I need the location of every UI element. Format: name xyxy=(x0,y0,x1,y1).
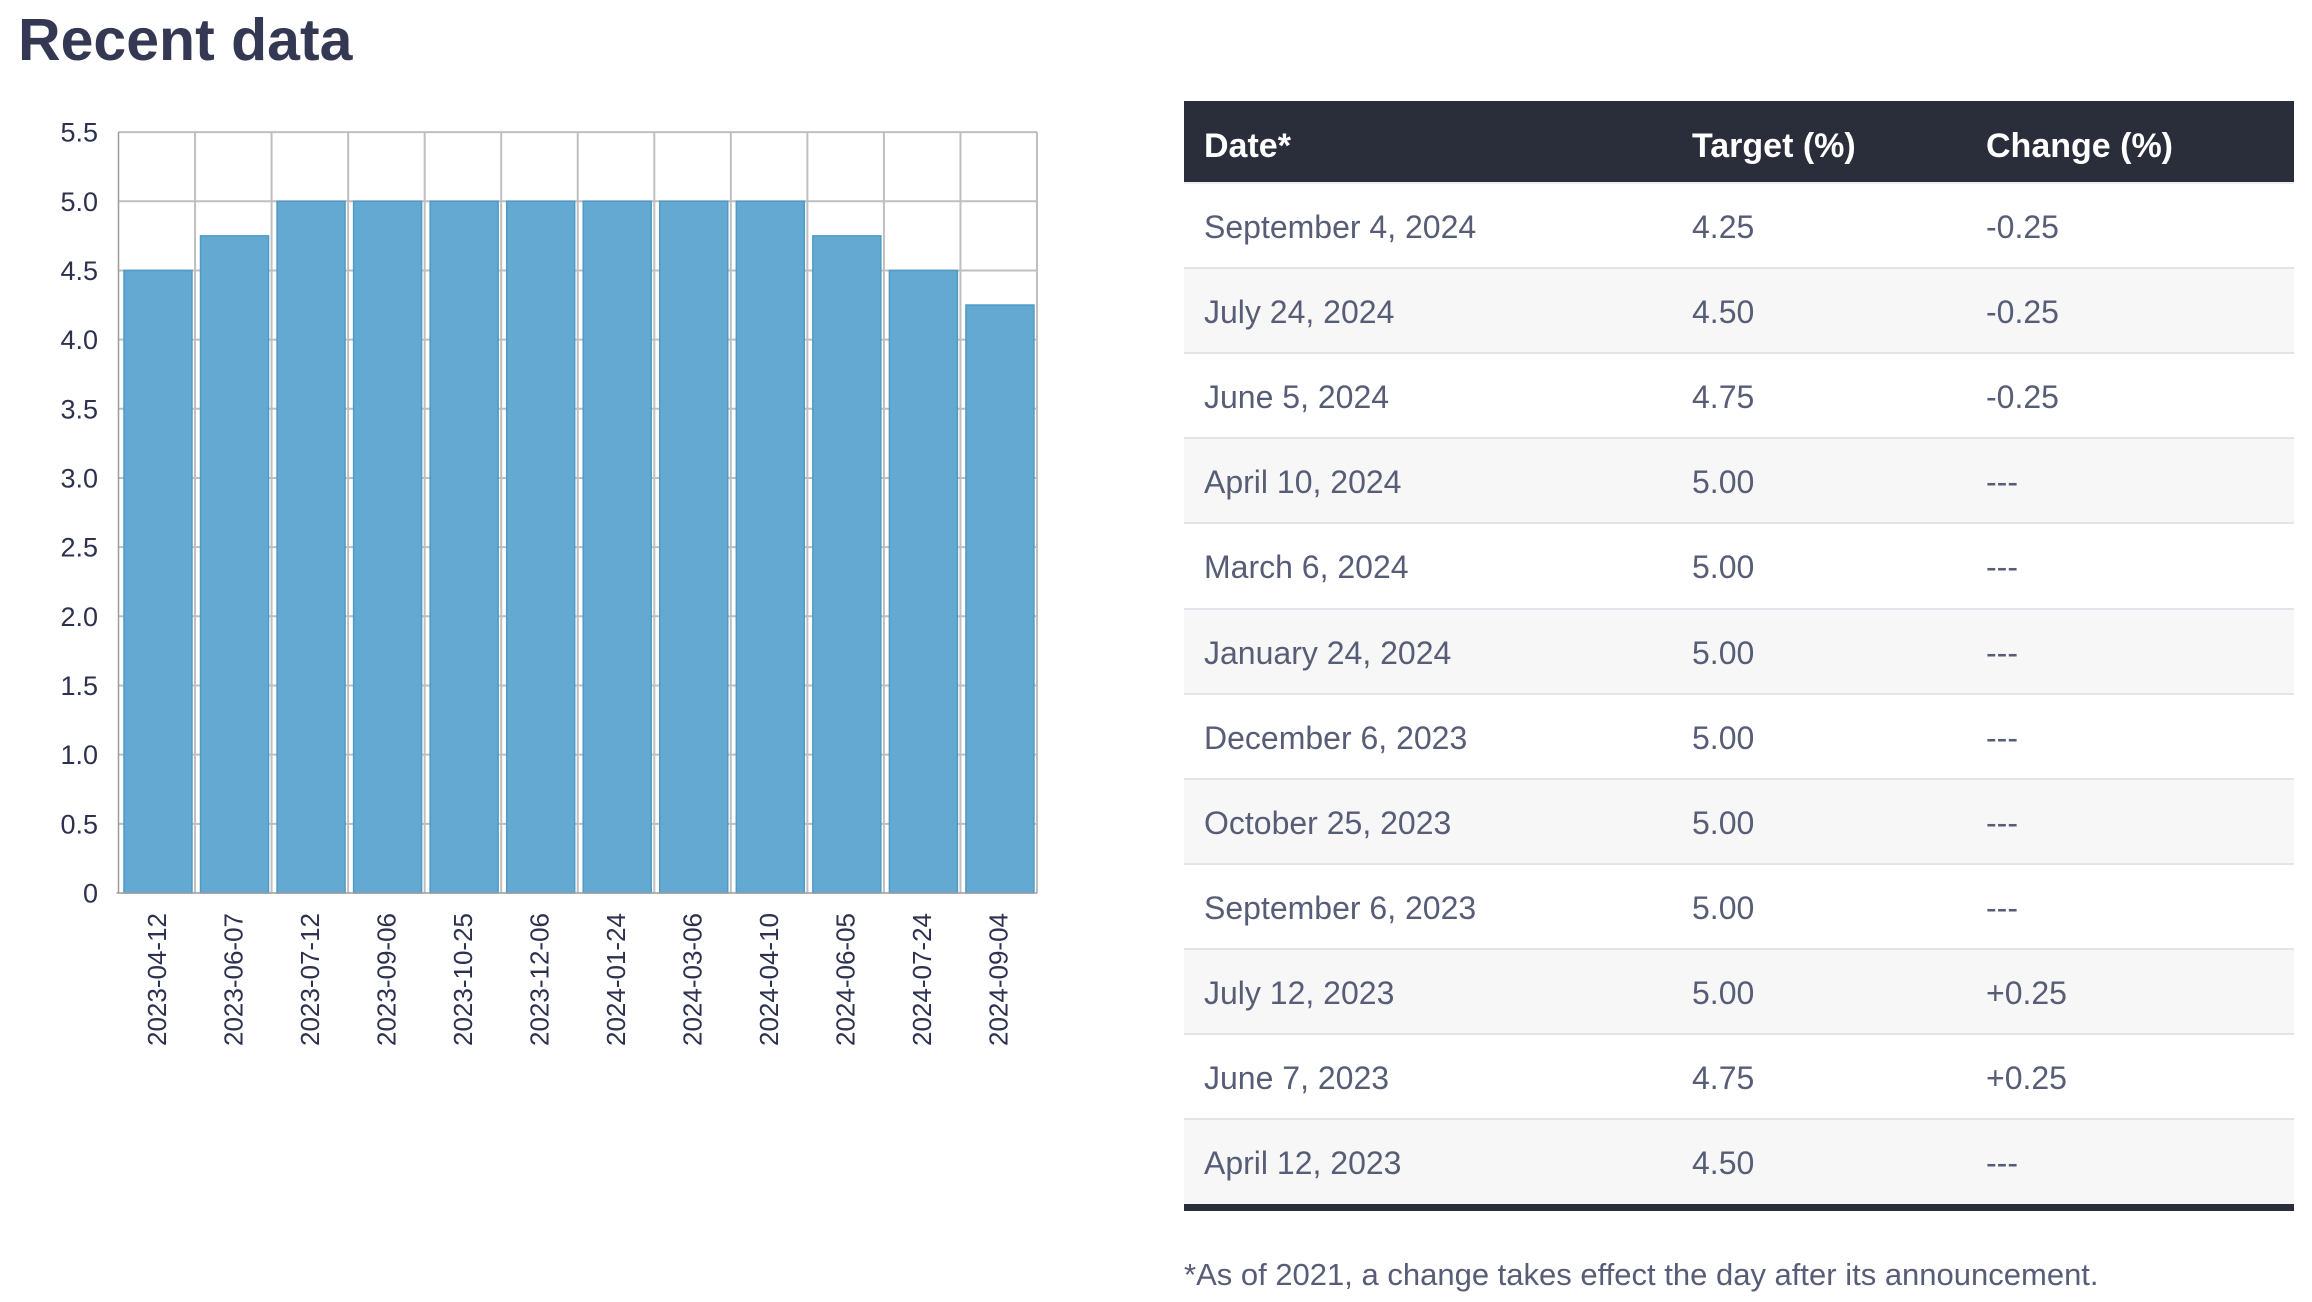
svg-text:1.5: 1.5 xyxy=(60,671,98,701)
svg-text:2023-12-06: 2023-12-06 xyxy=(524,913,554,1046)
svg-text:0: 0 xyxy=(83,879,98,909)
svg-text:4.5: 4.5 xyxy=(60,256,98,286)
svg-text:2023-10-25: 2023-10-25 xyxy=(448,913,478,1046)
svg-text:2024-07-24: 2024-07-24 xyxy=(907,913,937,1046)
svg-text:0.5: 0.5 xyxy=(60,809,98,839)
svg-text:2.5: 2.5 xyxy=(60,533,98,563)
svg-text:2024-03-06: 2024-03-06 xyxy=(678,913,708,1046)
svg-text:2024-09-04: 2024-09-04 xyxy=(984,913,1014,1046)
svg-text:2023-07-12: 2023-07-12 xyxy=(295,913,325,1046)
svg-text:4.0: 4.0 xyxy=(60,325,98,355)
svg-text:3.5: 3.5 xyxy=(60,394,98,424)
svg-text:2.0: 2.0 xyxy=(60,602,98,632)
svg-text:2024-06-05: 2024-06-05 xyxy=(831,913,861,1046)
svg-text:3.0: 3.0 xyxy=(60,463,98,493)
svg-text:5.5: 5.5 xyxy=(60,118,98,148)
svg-text:5.0: 5.0 xyxy=(60,187,98,217)
svg-text:2023-09-06: 2023-09-06 xyxy=(371,913,401,1046)
svg-text:2024-01-24: 2024-01-24 xyxy=(601,913,631,1046)
svg-text:2023-04-12: 2023-04-12 xyxy=(142,913,172,1046)
svg-text:1.0: 1.0 xyxy=(60,740,98,770)
svg-text:2023-06-07: 2023-06-07 xyxy=(218,913,248,1046)
svg-text:2024-04-10: 2024-04-10 xyxy=(754,913,784,1046)
